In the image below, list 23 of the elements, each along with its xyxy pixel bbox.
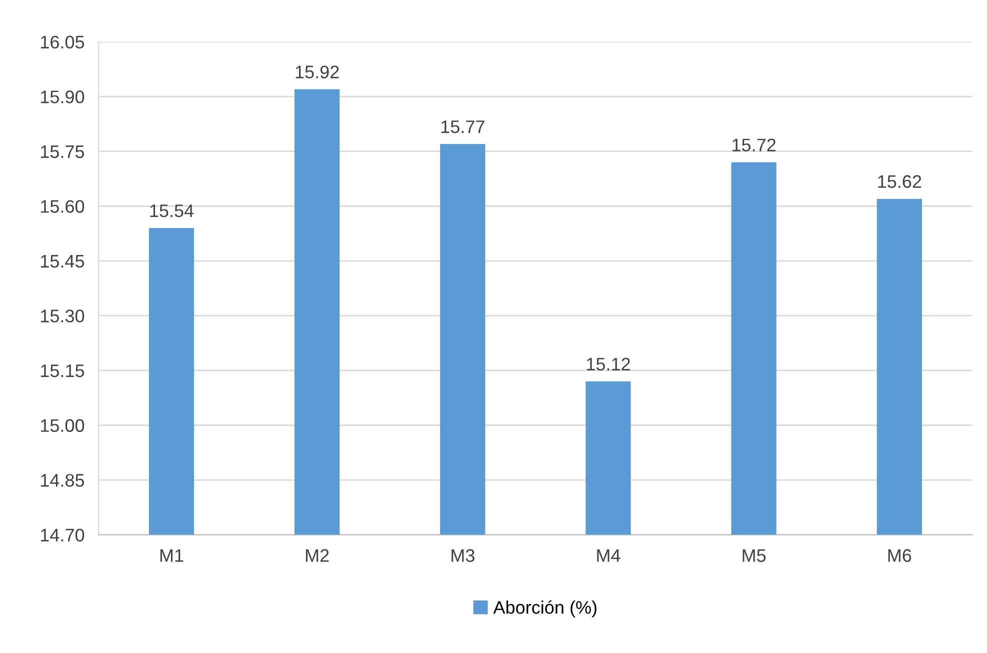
y-tick-label: 16.05 — [41, 36, 84, 49]
y-tick-label: 15.15 — [41, 364, 84, 378]
y-tick-label: 14.85 — [41, 474, 84, 487]
data-label: 15.54 — [150, 204, 194, 218]
data-label: 15.77 — [441, 120, 484, 134]
x-tick-label: M4 — [597, 549, 620, 562]
y-tick-label: 15.90 — [41, 90, 84, 104]
x-tick-label: M6 — [888, 549, 912, 562]
data-label: 15.92 — [296, 66, 339, 78]
y-tick-label: 15.45 — [41, 255, 84, 268]
data-label: 15.62 — [878, 175, 922, 188]
x-tick-label: M2 — [306, 549, 329, 562]
x-tick-label: M3 — [452, 549, 474, 562]
data-label: 15.12 — [587, 358, 630, 371]
y-tick-label: 15.00 — [41, 419, 84, 432]
x-tick-label: M1 — [160, 549, 184, 562]
x-tick-label: M5 — [742, 549, 766, 562]
legend-label: Aborción (%) — [493, 600, 596, 618]
y-tick-label: 14.70 — [41, 528, 84, 542]
data-label: 15.72 — [732, 138, 776, 152]
y-tick-label: 15.60 — [41, 200, 84, 213]
y-tick-label: 15.30 — [41, 310, 84, 322]
y-tick-label: 15.75 — [41, 145, 84, 158]
